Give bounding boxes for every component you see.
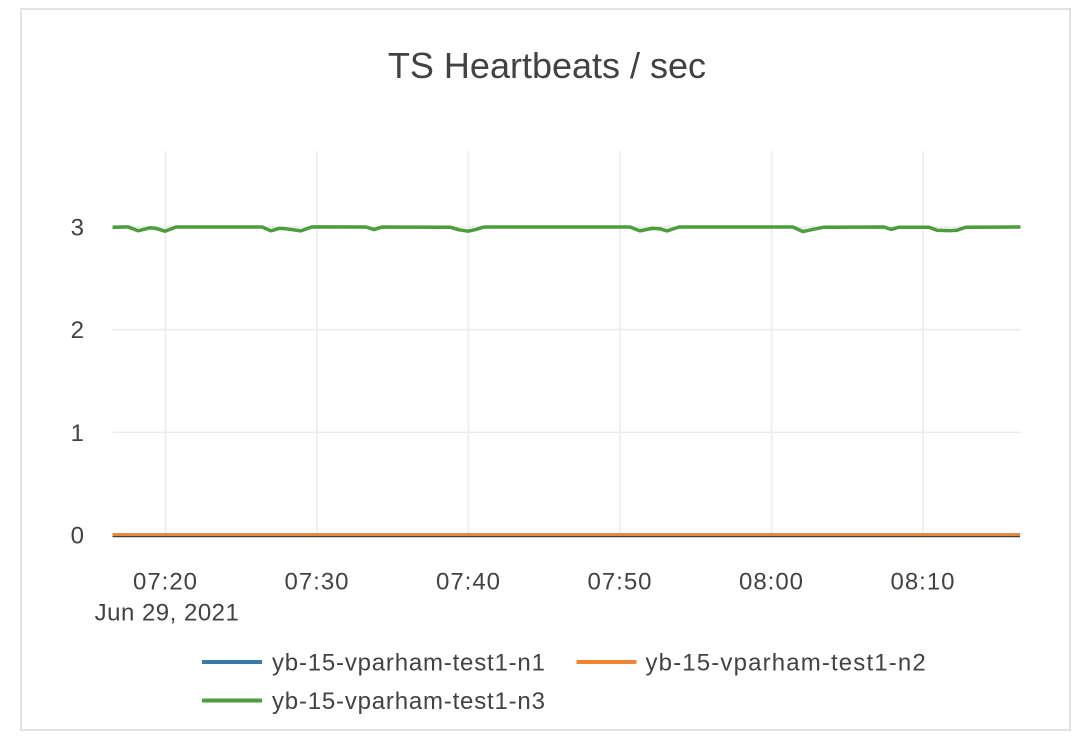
svg-text:TS Heartbeats / sec: TS Heartbeats / sec xyxy=(388,45,706,86)
svg-text:yb-15-vparham-test1-n3: yb-15-vparham-test1-n3 xyxy=(272,688,546,715)
svg-text:1: 1 xyxy=(71,420,84,447)
svg-text:08:00: 08:00 xyxy=(739,569,804,596)
svg-text:07:20: 07:20 xyxy=(133,569,198,596)
svg-text:08:10: 08:10 xyxy=(890,569,955,596)
svg-text:2: 2 xyxy=(71,317,84,344)
svg-text:07:40: 07:40 xyxy=(436,569,501,596)
svg-text:07:30: 07:30 xyxy=(284,569,349,596)
svg-text:07:50: 07:50 xyxy=(587,569,652,596)
svg-text:Jun 29, 2021: Jun 29, 2021 xyxy=(95,600,240,627)
svg-text:yb-15-vparham-test1-n2: yb-15-vparham-test1-n2 xyxy=(646,650,927,677)
svg-text:3: 3 xyxy=(71,215,84,242)
svg-text:0: 0 xyxy=(71,523,84,550)
svg-text:yb-15-vparham-test1-n1: yb-15-vparham-test1-n1 xyxy=(272,650,546,677)
